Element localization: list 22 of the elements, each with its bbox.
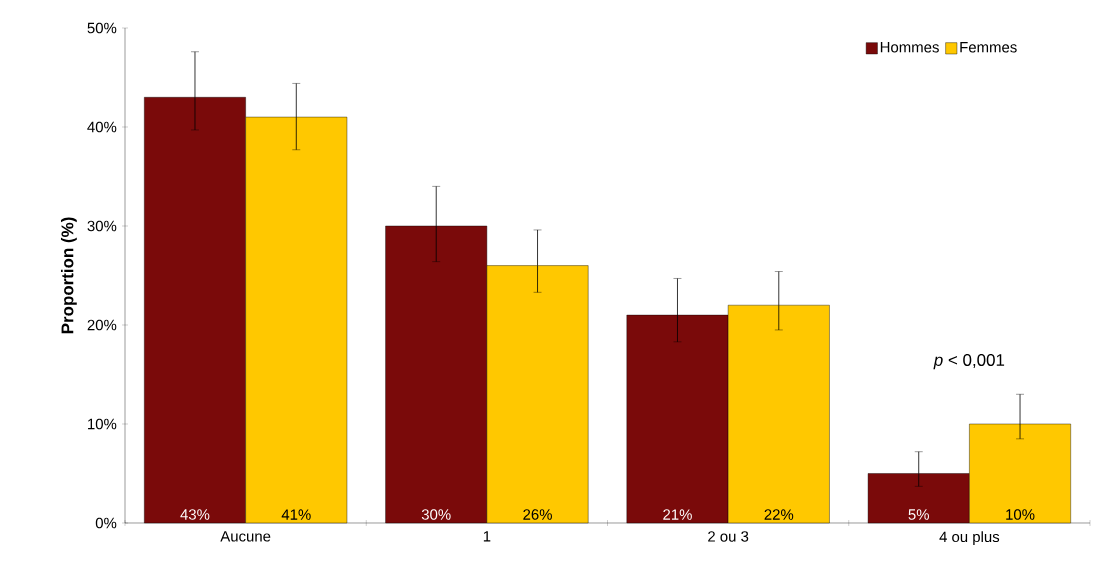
y-tick-label: 0% (95, 517, 117, 529)
y-tick-label: 30% (87, 220, 117, 232)
x-tick-label: 2 ou 3 (708, 531, 749, 542)
x-tick-label: 1 (483, 531, 491, 542)
y-tick-label: 50% (87, 22, 117, 34)
data-label: 5% (908, 509, 929, 520)
data-label: 41% (281, 509, 311, 520)
data-label: 22% (764, 509, 794, 520)
y-tick-label: 20% (87, 319, 117, 331)
y-axis-title: Proportion (%) (60, 217, 77, 334)
x-tick-label: Aucune (220, 531, 271, 542)
y-tick-label: 40% (87, 121, 117, 133)
annotation: p < 0,001 (933, 353, 1005, 370)
x-tick-label: 4 ou plus (939, 531, 1000, 546)
data-label: 26% (523, 509, 552, 520)
data-label: 43% (180, 509, 210, 520)
legend-label: Femmes (960, 42, 1017, 53)
data-label: 10% (1006, 509, 1035, 520)
y-tick-label: 10% (88, 418, 117, 430)
data-label: 21% (663, 509, 692, 520)
data-label: 30% (421, 509, 451, 520)
legend-label: Hommes (880, 42, 939, 53)
